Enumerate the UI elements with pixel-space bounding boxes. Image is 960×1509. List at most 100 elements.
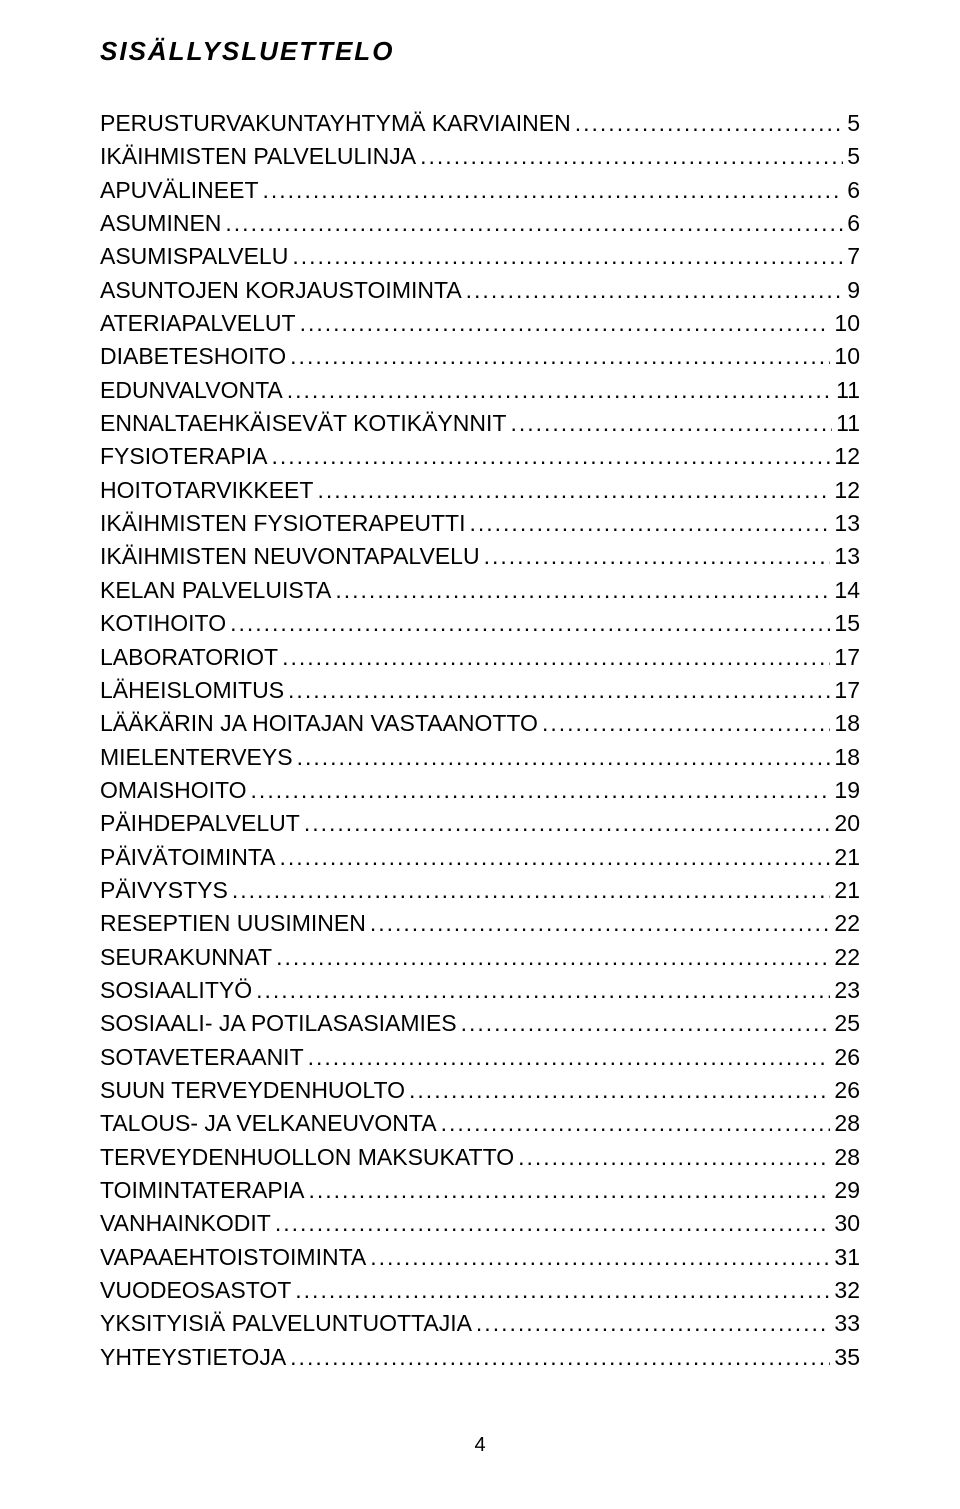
toc-row: MIELENTERVEYS18 <box>100 741 860 774</box>
toc-row: KOTIHOITO 15 <box>100 607 860 640</box>
toc-entry-label: SOSIAALITYÖ <box>100 974 252 1007</box>
toc-entry-page: 5 <box>847 140 860 173</box>
toc-leader <box>263 174 844 207</box>
toc-row: LÄÄKÄRIN JA HOITAJAN VASTAANOTTO18 <box>100 707 860 740</box>
toc-entry-label: ASUMISPALVELU <box>100 240 288 273</box>
toc-entry-page: 21 <box>834 841 860 874</box>
toc-entry-label: KOTIHOITO <box>100 607 226 640</box>
table-of-contents: PERUSTURVAKUNTAYHTYMÄ KARVIAINEN5IKÄIHMI… <box>100 107 860 1374</box>
toc-row: SUUN TERVEYDENHUOLTO26 <box>100 1074 860 1107</box>
toc-leader <box>441 1107 831 1140</box>
toc-entry-label: APUVÄLINEET <box>100 174 259 207</box>
toc-entry-page: 30 <box>834 1207 860 1240</box>
toc-row: KELAN PALVELUISTA14 <box>100 574 860 607</box>
toc-row: HOITOTARVIKKEET12 <box>100 474 860 507</box>
toc-leader <box>276 941 830 974</box>
toc-leader <box>409 1074 830 1107</box>
toc-entry-label: TALOUS- JA VELKANEUVONTA <box>100 1107 437 1140</box>
toc-entry-label: HOITOTARVIKKEET <box>100 474 313 507</box>
toc-entry-label: FYSIOTERAPIA <box>100 440 267 473</box>
toc-leader <box>225 207 843 240</box>
toc-row: ASUNTOJEN KORJAUSTOIMINTA9 <box>100 274 860 307</box>
toc-row: DIABETESHOITO10 <box>100 340 860 373</box>
toc-leader <box>469 507 830 540</box>
toc-entry-label: ENNALTAEHKÄISEVÄT KOTIKÄYNNIT <box>100 407 506 440</box>
toc-entry-label: VAPAAEHTOISTOIMINTA <box>100 1241 366 1274</box>
toc-row: IKÄIHMISTEN FYSIOTERAPEUTTI13 <box>100 507 860 540</box>
toc-leader <box>484 540 831 573</box>
toc-entry-page: 35 <box>834 1341 860 1374</box>
toc-row: PERUSTURVAKUNTAYHTYMÄ KARVIAINEN5 <box>100 107 860 140</box>
toc-entry-page: 15 <box>834 607 860 640</box>
toc-row: TALOUS- JA VELKANEUVONTA 28 <box>100 1107 860 1140</box>
toc-entry-page: 12 <box>834 440 860 473</box>
toc-entry-label: SOSIAALI- JA POTILASASIAMIES <box>100 1007 457 1040</box>
toc-entry-page: 26 <box>834 1041 860 1074</box>
toc-leader <box>290 1341 830 1374</box>
toc-entry-page: 17 <box>834 641 860 674</box>
toc-entry-label: SEURAKUNNAT <box>100 941 272 974</box>
toc-leader <box>275 1207 831 1240</box>
toc-entry-page: 28 <box>834 1107 860 1140</box>
toc-entry-label: VANHAINKODIT <box>100 1207 271 1240</box>
toc-entry-label: IKÄIHMISTEN PALVELULINJA <box>100 140 416 173</box>
toc-entry-label: ASUNTOJEN KORJAUSTOIMINTA <box>100 274 462 307</box>
toc-entry-page: 20 <box>834 807 860 840</box>
toc-row: ASUMINEN6 <box>100 207 860 240</box>
toc-row: LABORATORIOT 17 <box>100 641 860 674</box>
toc-entry-page: 23 <box>834 974 860 1007</box>
toc-leader <box>292 240 843 273</box>
toc-entry-label: LABORATORIOT <box>100 641 278 674</box>
toc-leader <box>288 674 830 707</box>
toc-leader <box>297 741 831 774</box>
toc-leader <box>370 907 831 940</box>
toc-leader <box>420 140 843 173</box>
toc-entry-label: KELAN PALVELUISTA <box>100 574 331 607</box>
toc-row: EDUNVALVONTA11 <box>100 374 860 407</box>
toc-row: SEURAKUNNAT 22 <box>100 941 860 974</box>
toc-entry-page: 21 <box>834 874 860 907</box>
toc-entry-label: PÄIHDEPALVELUT <box>100 807 300 840</box>
toc-row: TOIMINTATERAPIA29 <box>100 1174 860 1207</box>
toc-leader <box>232 874 831 907</box>
toc-row: SOSIAALITYÖ 23 <box>100 974 860 1007</box>
toc-row: LÄHEISLOMITUS 17 <box>100 674 860 707</box>
toc-entry-page: 26 <box>834 1074 860 1107</box>
toc-entry-label: TOIMINTATERAPIA <box>100 1174 304 1207</box>
toc-entry-page: 33 <box>834 1307 860 1340</box>
toc-row: OMAISHOITO 19 <box>100 774 860 807</box>
toc-entry-page: 19 <box>834 774 860 807</box>
toc-entry-page: 11 <box>836 407 860 440</box>
toc-leader <box>282 641 830 674</box>
toc-leader <box>575 107 843 140</box>
toc-leader <box>466 274 844 307</box>
toc-entry-page: 10 <box>834 307 860 340</box>
toc-entry-page: 22 <box>834 907 860 940</box>
toc-entry-page: 6 <box>847 207 860 240</box>
toc-row: VAPAAEHTOISTOIMINTA31 <box>100 1241 860 1274</box>
toc-leader <box>230 607 830 640</box>
toc-leader <box>461 1007 831 1040</box>
toc-entry-page: 13 <box>834 507 860 540</box>
toc-entry-page: 6 <box>847 174 860 207</box>
toc-entry-page: 32 <box>834 1274 860 1307</box>
toc-row: TERVEYDENHUOLLON MAKSUKATTO28 <box>100 1141 860 1174</box>
toc-entry-label: PÄIVÄTOIMINTA <box>100 841 276 874</box>
toc-row: FYSIOTERAPIA 12 <box>100 440 860 473</box>
toc-entry-page: 17 <box>834 674 860 707</box>
toc-leader <box>290 340 830 373</box>
toc-entry-page: 28 <box>834 1141 860 1174</box>
page-title: SISÄLLYSLUETTELO <box>100 36 860 67</box>
toc-entry-page: 22 <box>834 941 860 974</box>
toc-entry-label: YKSITYISIÄ PALVELUNTUOTTAJIA <box>100 1307 472 1340</box>
toc-leader <box>271 440 830 473</box>
toc-row: IKÄIHMISTEN NEUVONTAPALVELU13 <box>100 540 860 573</box>
page-number: 4 <box>100 1434 860 1457</box>
toc-row: ATERIAPALVELUT10 <box>100 307 860 340</box>
toc-row: VUODEOSASTOT 32 <box>100 1274 860 1307</box>
toc-entry-label: LÄHEISLOMITUS <box>100 674 284 707</box>
toc-leader <box>518 1141 830 1174</box>
toc-entry-page: 11 <box>836 374 860 407</box>
toc-entry-label: OMAISHOITO <box>100 774 247 807</box>
toc-entry-label: VUODEOSASTOT <box>100 1274 291 1307</box>
